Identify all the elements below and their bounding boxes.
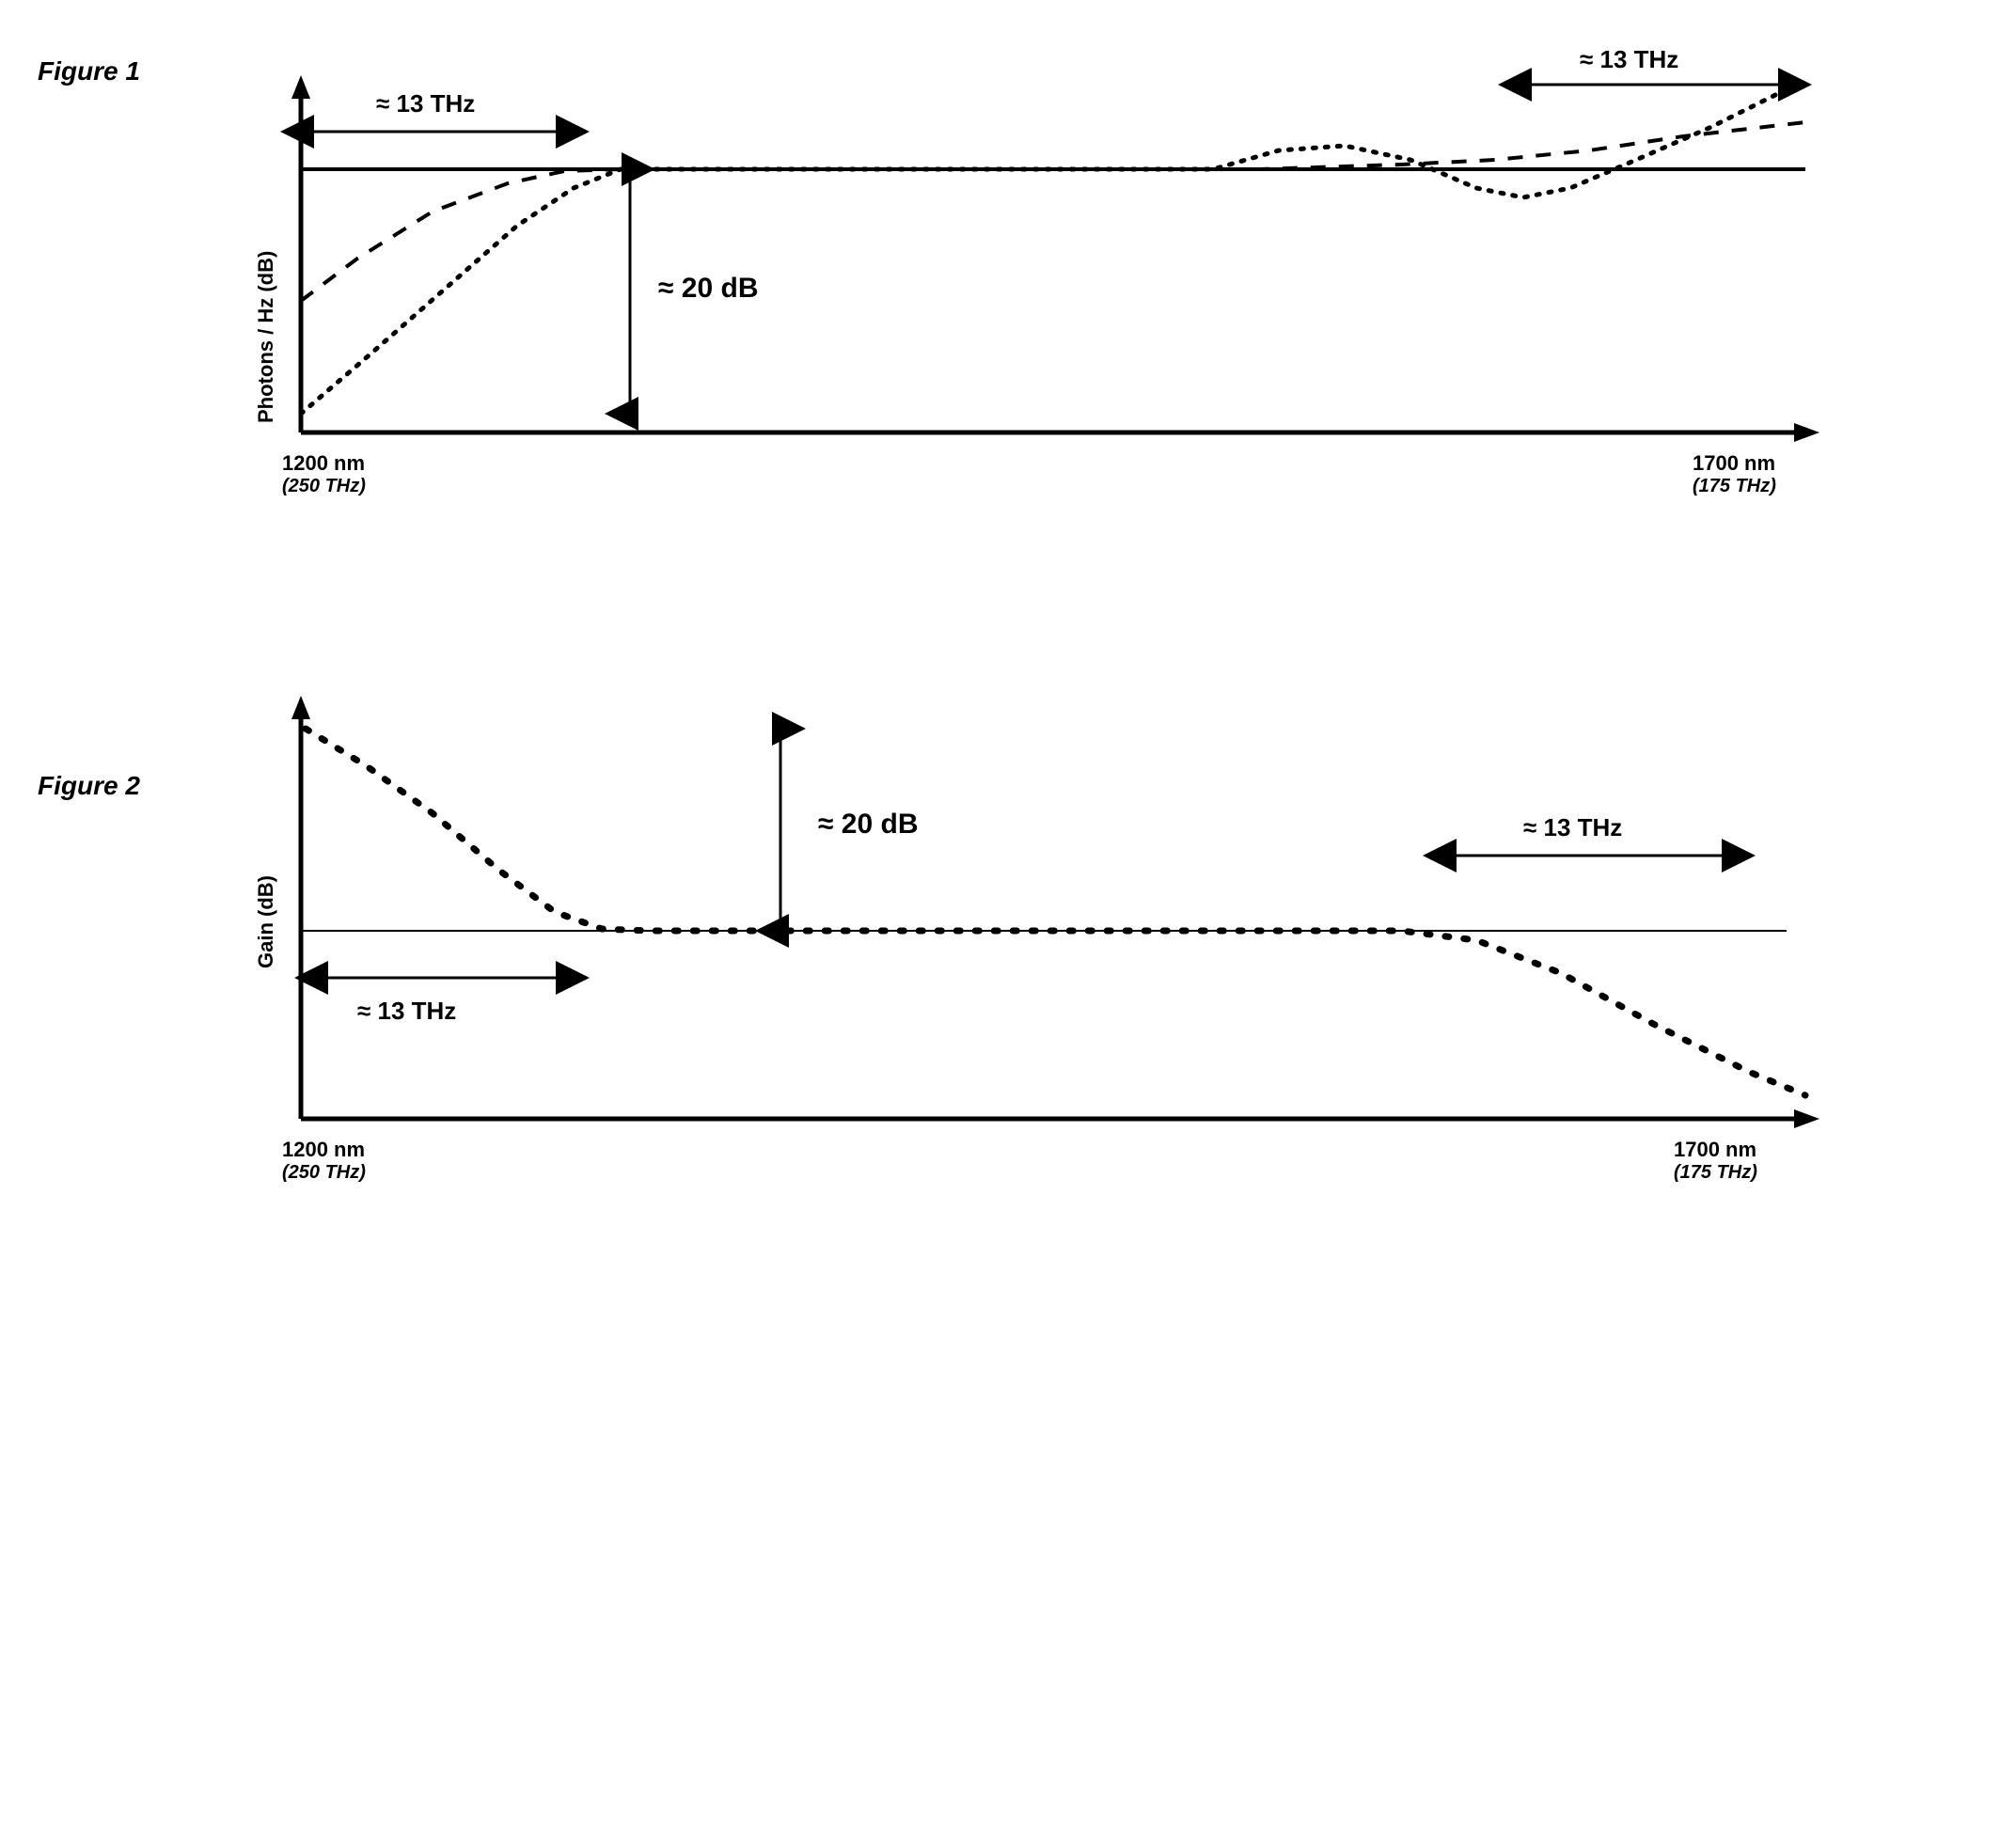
figure-2: Figure 2 Gain (dB) ≈ 20 dB ≈ 13 THz ≈ 13…: [38, 658, 1978, 1222]
figure-1-gain-label: ≈ 20 dB: [658, 273, 759, 305]
figure-1-title: Figure 1: [38, 38, 226, 86]
figure-1-xleft-sub: (250 THz): [282, 476, 366, 497]
figure-1-xleft: 1200 nm (250 THz): [282, 451, 366, 497]
figure-1: Figure 1 Photons / Hz (dB): [38, 38, 1978, 545]
figure-2-xleft: 1200 nm (250 THz): [282, 1138, 366, 1184]
figure-1-xright-sub: (175 THz): [1693, 476, 1776, 497]
figure-1-left-span-label: ≈ 13 THz: [376, 89, 475, 118]
figure-1-dashed-series: [301, 122, 1805, 301]
figure-2-dotted-series: [306, 729, 1805, 1095]
figure-2-svg: [226, 658, 1824, 1147]
figure-2-xright-sub: (175 THz): [1674, 1162, 1757, 1184]
figure-2-xleft-main: 1200 nm: [282, 1138, 365, 1161]
figure-2-xright: 1700 nm (175 THz): [1674, 1138, 1757, 1184]
figure-2-ylabel: Gain (dB): [254, 875, 278, 968]
figure-1-xright: 1700 nm (175 THz): [1693, 451, 1776, 497]
figure-2-right-span-label: ≈ 13 THz: [1523, 813, 1622, 842]
figure-1-xright-main: 1700 nm: [1693, 451, 1775, 475]
figure-1-dotted-series: [301, 80, 1805, 414]
figure-1-right-span-label: ≈ 13 THz: [1580, 45, 1678, 74]
figure-2-xright-main: 1700 nm: [1674, 1138, 1756, 1161]
figure-2-plot: Gain (dB) ≈ 20 dB ≈ 13 THz ≈ 13 THz 1200…: [226, 658, 1824, 1222]
figure-2-gain-label: ≈ 20 dB: [818, 809, 919, 841]
figure-1-ylabel: Photons / Hz (dB): [254, 251, 278, 423]
figure-1-xleft-main: 1200 nm: [282, 451, 365, 475]
figure-2-left-span-label: ≈ 13 THz: [357, 997, 456, 1026]
figure-1-plot: Photons / Hz (dB): [226, 38, 1824, 545]
figure-2-title: Figure 2: [38, 658, 226, 801]
figure-2-xleft-sub: (250 THz): [282, 1162, 366, 1184]
